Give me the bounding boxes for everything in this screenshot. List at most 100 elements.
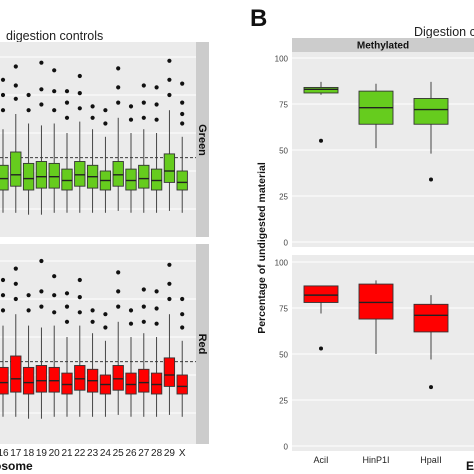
y-tick-label: 100	[275, 55, 289, 64]
outlier-point	[167, 58, 172, 63]
outlier-point	[180, 325, 185, 330]
outlier-point	[26, 293, 31, 298]
x-tick-label: AciI	[313, 455, 328, 465]
y-tick-label: 0	[284, 443, 289, 452]
outlier-point	[26, 92, 31, 98]
outlier-point	[116, 289, 121, 294]
box	[163, 153, 176, 183]
outlier-point	[39, 102, 44, 107]
box	[150, 168, 163, 191]
outlier-point	[13, 281, 18, 286]
outlier-point	[154, 102, 159, 107]
outlier-point	[429, 177, 433, 182]
outlier-point	[39, 87, 44, 92]
right-x-axis-label: E	[466, 459, 474, 473]
y-tick-label: 100	[275, 259, 289, 268]
outlier-point	[180, 296, 185, 302]
outlier-point	[90, 308, 95, 313]
outlier-point	[52, 293, 57, 298]
outlier-point	[13, 83, 18, 88]
left-facet-green-strip	[196, 42, 209, 237]
outlier-point	[103, 108, 108, 113]
outlier-point	[128, 321, 134, 326]
box	[48, 366, 60, 393]
outlier-point	[13, 96, 18, 101]
outlier-point	[429, 385, 433, 390]
x-tick-label: 22	[74, 448, 86, 459]
outlier-point	[154, 306, 159, 311]
panel-letter-background	[244, 0, 284, 34]
box	[74, 161, 86, 187]
outlier-point	[39, 60, 44, 65]
outlier-point	[64, 115, 70, 120]
facet-label-red: Red	[196, 334, 208, 355]
outlier-point	[77, 106, 82, 111]
outlier-point	[13, 266, 18, 271]
y-tick-label: 50	[279, 351, 288, 360]
outlier-point	[0, 108, 6, 113]
outlier-point	[116, 100, 121, 105]
box	[10, 151, 22, 187]
outlier-point	[141, 287, 146, 292]
right-y-axis-label: Percentage of undigested material	[256, 162, 268, 334]
x-tick-label: 27	[138, 448, 150, 459]
outlier-point	[103, 121, 108, 126]
box	[22, 162, 35, 191]
right-panel-title: Digestion c	[414, 25, 474, 39]
left-facet-red-strip	[196, 244, 209, 444]
outlier-point	[39, 289, 44, 294]
box	[303, 86, 339, 94]
outlier-point	[167, 296, 172, 302]
x-tick-label: 24	[100, 448, 112, 459]
outlier-point	[154, 85, 159, 90]
outlier-point	[0, 308, 6, 313]
y-tick-label: 25	[279, 397, 288, 406]
outlier-point	[64, 291, 70, 296]
outlier-point	[77, 91, 82, 96]
outlier-point	[52, 108, 57, 113]
left-x-axis-label: osome	[0, 459, 33, 473]
outlier-point	[141, 319, 146, 324]
outlier-point	[154, 117, 159, 122]
outlier-point	[90, 104, 95, 109]
outlier-point	[52, 89, 57, 94]
outlier-point	[52, 68, 57, 73]
outlier-point	[116, 270, 121, 275]
box	[163, 357, 176, 387]
outlier-point	[90, 319, 95, 324]
box	[10, 355, 22, 393]
right-x-tick-labels: AciI HinP1I HpaII	[313, 455, 441, 465]
outlier-point	[180, 121, 185, 126]
x-tick-label: 23	[87, 448, 99, 459]
box	[176, 374, 188, 395]
outlier-point	[13, 296, 18, 302]
facet-label-green: Green	[196, 124, 208, 156]
outlier-point	[180, 100, 185, 105]
x-tick-label: X	[179, 448, 186, 459]
outlier-point	[180, 312, 185, 317]
left-x-tick-labels: 16 17 18 19 20 21 22 23 24 25 26 27 28 29 X	[0, 448, 186, 459]
outlier-point	[77, 277, 82, 283]
box	[150, 372, 163, 395]
outlier-point	[128, 308, 134, 313]
outlier-point	[0, 77, 6, 82]
outlier-point	[26, 108, 31, 113]
box	[138, 368, 150, 393]
box	[303, 285, 339, 303]
box	[74, 365, 86, 391]
outlier-point	[103, 325, 108, 330]
outlier-point	[319, 346, 323, 351]
outlier-point	[39, 304, 44, 309]
right-bottom-plot	[292, 261, 474, 447]
y-tick-label: 0	[284, 239, 289, 248]
outlier-point	[116, 66, 121, 71]
outlier-point	[64, 319, 70, 324]
panel-letter-b: B	[250, 5, 267, 32]
facet-label-methylated: Methylated	[357, 41, 409, 52]
outlier-point	[167, 92, 172, 98]
outlier-point	[116, 85, 121, 90]
box	[0, 164, 9, 191]
y-tick-label: 25	[279, 193, 288, 202]
right-top-plot	[292, 57, 474, 243]
